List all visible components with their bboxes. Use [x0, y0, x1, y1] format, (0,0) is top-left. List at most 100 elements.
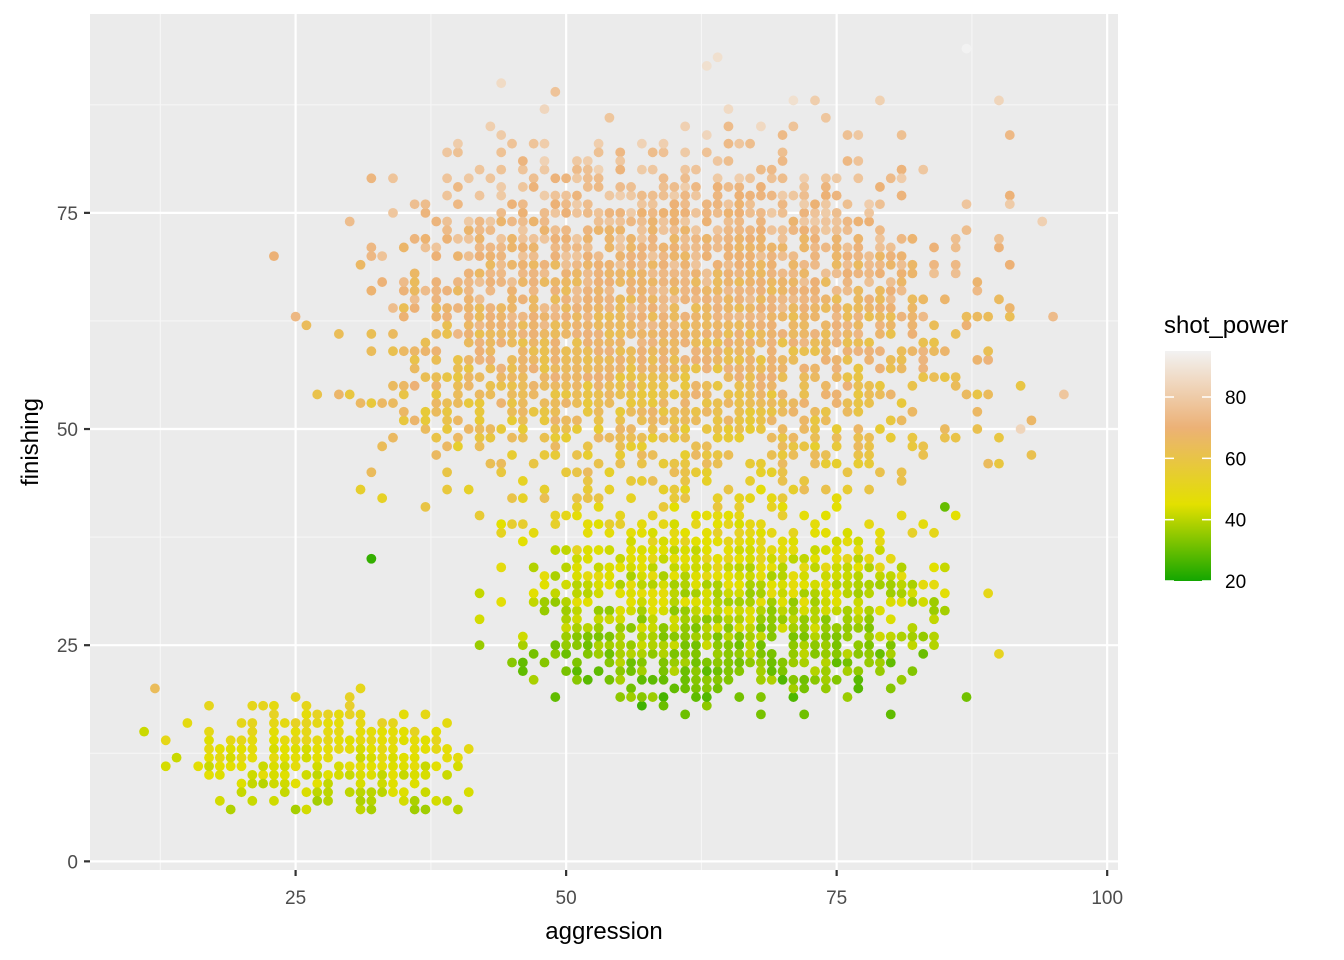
data-point [658, 597, 669, 607]
data-point [712, 346, 723, 357]
data-point [831, 320, 842, 331]
data-point [918, 164, 929, 175]
data-point [474, 354, 485, 365]
data-point [420, 406, 431, 417]
data-point [669, 207, 680, 218]
data-point [604, 354, 615, 365]
data-point [907, 579, 918, 590]
data-point [961, 311, 972, 322]
data-point [658, 605, 669, 616]
data-point [582, 597, 593, 607]
data-point [842, 156, 853, 166]
data-point [214, 769, 225, 780]
data-point [875, 303, 885, 313]
data-point [756, 519, 766, 530]
data-point [875, 95, 885, 106]
data-point [453, 138, 463, 149]
data-point [701, 640, 712, 651]
data-point [323, 795, 333, 806]
data-point [507, 493, 517, 504]
data-point [604, 112, 615, 123]
data-point [853, 363, 864, 374]
data-point [745, 415, 755, 426]
data-point [853, 285, 864, 296]
data-point [766, 571, 777, 581]
data-point [820, 199, 831, 210]
data-point [907, 294, 918, 305]
data-point [550, 207, 561, 218]
data-point [950, 259, 961, 270]
data-point [626, 389, 636, 400]
data-point [701, 657, 712, 668]
data-point [799, 640, 810, 651]
data-point [236, 744, 247, 754]
data-point [1015, 424, 1026, 434]
data-point [496, 164, 507, 175]
data-point [885, 242, 896, 253]
data-point [593, 519, 604, 530]
data-point [431, 450, 442, 460]
data-point [853, 666, 864, 677]
data-point [507, 320, 517, 331]
data-point [691, 294, 701, 305]
data-point [701, 666, 712, 677]
data-point [572, 268, 582, 279]
data-point [961, 199, 972, 210]
data-point [409, 346, 420, 357]
data-point [745, 190, 755, 201]
data-point [810, 588, 820, 599]
data-point [712, 415, 723, 426]
data-point [756, 182, 766, 192]
data-point [788, 320, 799, 331]
data-point [561, 648, 572, 659]
data-point [507, 311, 517, 322]
data-point [734, 216, 745, 227]
data-point [236, 735, 247, 746]
data-point [853, 156, 864, 166]
data-point [918, 519, 929, 530]
data-point [561, 666, 572, 677]
data-point [680, 536, 691, 547]
data-point [734, 571, 745, 581]
data-point [701, 545, 712, 555]
data-point [593, 320, 604, 331]
data-point [680, 242, 691, 253]
data-point [636, 372, 647, 383]
data-point [745, 597, 755, 607]
data-point [463, 424, 474, 434]
data-point [810, 458, 820, 469]
data-point [507, 329, 517, 339]
data-point [788, 605, 799, 616]
data-point [853, 424, 864, 434]
data-point [658, 268, 669, 279]
data-point [669, 199, 680, 210]
data-point [658, 484, 669, 495]
data-point [604, 337, 615, 348]
data-point [301, 709, 312, 720]
data-point [691, 346, 701, 357]
data-point [669, 545, 680, 555]
data-point [420, 233, 431, 244]
data-point [907, 527, 918, 538]
data-point [474, 164, 485, 175]
data-point [950, 372, 961, 383]
data-point [701, 285, 712, 296]
data-point [701, 631, 712, 642]
data-point [734, 233, 745, 244]
data-point [431, 251, 442, 261]
data-point [636, 337, 647, 348]
data-point [896, 190, 907, 201]
data-point [636, 207, 647, 218]
data-point [831, 571, 842, 581]
data-point [333, 761, 344, 772]
data-point [290, 752, 301, 763]
data-point [712, 52, 723, 63]
data-point [517, 389, 528, 400]
data-point [799, 709, 810, 720]
data-point [561, 207, 572, 218]
data-point [820, 389, 831, 400]
data-point [972, 354, 983, 365]
data-point [756, 657, 766, 668]
data-point [528, 527, 539, 538]
